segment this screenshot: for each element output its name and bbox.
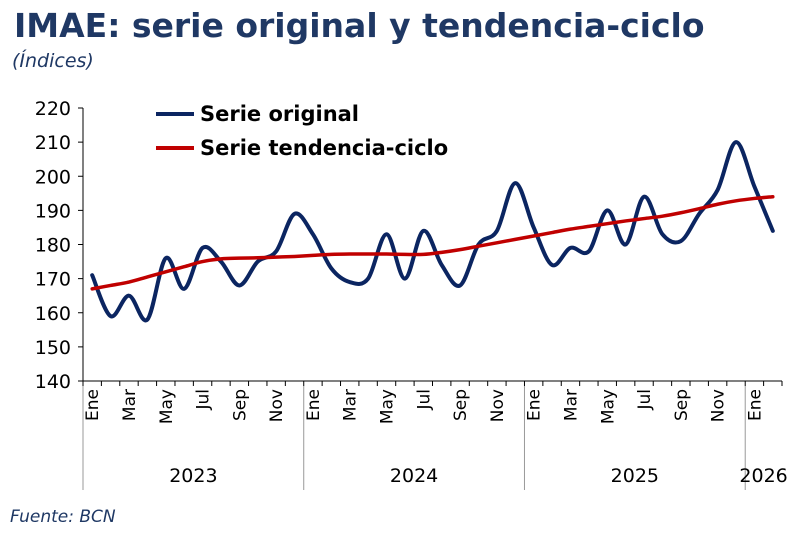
x-month-label: Sep [230,389,250,421]
y-tick-label: 160 [35,303,71,325]
legend-label-trend: Serie tendencia-ciclo [200,136,448,160]
x-month-label: Nov [488,389,508,422]
x-month-label: May [378,389,398,424]
x-month-label: Ene [304,389,324,421]
chart-subtitle: (Índices) [12,50,94,72]
x-year-label: 2024 [390,465,438,487]
y-tick-label: 140 [35,371,71,393]
x-month-label: Ene [525,389,545,421]
x-month-label: Jul [414,389,434,411]
y-tick-label: 150 [35,337,71,359]
x-month-label: Ene [83,389,103,421]
x-month-label: May [598,389,618,424]
x-month-label: Mar [561,389,581,421]
x-axis-labels: Ene Mar May Jul Sep Nov Ene Mar May Jul Sep Nov Ene M… [82,381,788,490]
y-tick-label: 180 [35,235,71,257]
x-month-label: Mar [341,389,361,421]
x-month-label: May [157,389,177,424]
x-month-label: Sep [672,389,692,421]
y-tick-label: 220 [35,98,71,120]
x-month-label: Nov [709,389,729,422]
y-tick-label: 210 [35,132,71,154]
x-month-label: Sep [451,389,471,421]
chart-legend: Serie original Serie tendencia-ciclo [156,102,448,160]
x-year-label: 2025 [611,465,659,487]
y-tick-label: 190 [35,200,71,222]
source-note: Fuente: BCN [10,507,116,527]
x-month-label: Ene [745,389,765,421]
chart-lines [90,140,775,323]
y-tick-label: 200 [35,166,71,188]
y-tick-label: 170 [35,269,71,291]
legend-label-original: Serie original [200,102,359,126]
series-line-trend [90,194,775,291]
x-month-label: Jul [194,389,214,411]
y-axis-ticks: 140 150 160 170 180 190 200 210 220 [35,98,83,393]
x-year-label: 2026 [739,465,787,487]
x-month-label: Mar [120,389,140,421]
chart-title: IMAE: serie original y tendencia-ciclo [14,6,705,45]
x-month-label: Nov [267,389,287,422]
x-month-label: Jul [635,389,655,411]
x-year-label: 2023 [169,465,217,487]
series-line-original [90,140,775,323]
